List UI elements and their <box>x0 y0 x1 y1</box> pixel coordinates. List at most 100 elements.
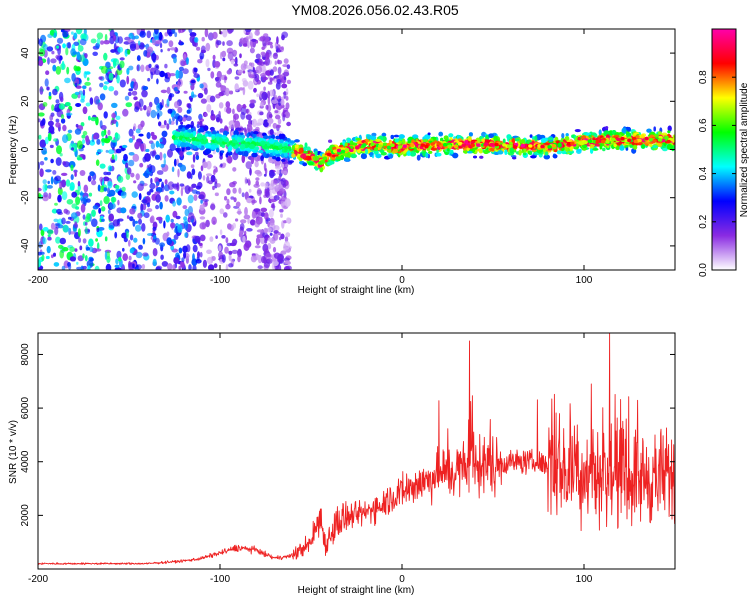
spectrogram-cell <box>53 218 59 223</box>
spectrogram-cell <box>80 203 86 213</box>
spectrogram-cell <box>87 175 92 182</box>
spectrogram-cell <box>204 148 212 154</box>
spectrogram-cell <box>197 92 204 99</box>
spectrogram-cell <box>237 151 244 156</box>
spectrogram-cell <box>199 121 203 126</box>
spectrogram-peak-cell <box>484 142 489 146</box>
spectrogram-cell <box>291 153 296 158</box>
spectrogram-cell <box>198 194 205 200</box>
spectrogram-cell <box>281 31 289 39</box>
spectrogram-cell <box>197 121 201 125</box>
spectrogram-cell <box>173 158 177 167</box>
spectrogram-cell <box>409 151 417 157</box>
spectrogram-cell <box>251 211 256 220</box>
spectrogram-cell <box>103 187 108 192</box>
spectrogram-cell <box>130 172 135 178</box>
spectrogram-cell <box>303 146 307 151</box>
spectrogram-cell <box>242 235 246 243</box>
spectrogram-cell <box>159 70 166 78</box>
spectrogram-cell <box>129 216 134 222</box>
spectrogram-cell <box>85 102 91 107</box>
spectrogram-cell <box>55 122 61 128</box>
spectrogram-cell <box>279 188 286 194</box>
spectrogram-cell <box>124 49 128 57</box>
spectrogram-cell <box>658 131 663 136</box>
spectrogram-cell <box>265 190 270 198</box>
spectrogram-cell <box>140 203 144 212</box>
spectrogram-cell <box>83 184 89 193</box>
spectrogram-cell <box>138 244 143 250</box>
spectrogram-cell <box>249 102 255 109</box>
spectrogram-cell <box>300 153 307 159</box>
spectrogram-cell <box>245 114 252 120</box>
spectrogram-cell <box>613 143 617 148</box>
spectrogram-cell <box>226 47 234 54</box>
spectrogram-cell <box>641 144 645 149</box>
x-tick-label: -100 <box>210 574 230 585</box>
spectrogram-cell <box>152 239 156 243</box>
spectrogram-cell <box>331 156 336 160</box>
spectrogram-cell <box>87 265 91 270</box>
spectrogram-cell <box>245 148 252 152</box>
spectrogram-cell <box>109 202 116 210</box>
spectrogram-cell <box>210 71 215 79</box>
colorbar-tick-label: 0.6 <box>698 118 709 132</box>
spectrogram-cell <box>126 167 132 175</box>
y-tick-label: 2000 <box>20 504 31 527</box>
spectrogram-cell <box>497 150 504 155</box>
spectrogram-cell <box>274 60 277 66</box>
spectrogram-cell <box>260 73 267 78</box>
spectrogram-cell <box>106 255 111 263</box>
spectrogram-cell <box>232 180 238 185</box>
spectrogram-cell <box>169 190 175 195</box>
spectrogram-cell <box>271 134 275 140</box>
spectrogram-cell <box>104 33 108 42</box>
spectrogram-cell <box>110 49 116 53</box>
spectrogram-cell <box>86 77 90 81</box>
spectrogram-cell <box>268 198 272 203</box>
spectrogram-cell <box>264 93 268 100</box>
spectrogram-cell <box>552 154 558 159</box>
spectrogram-cell <box>197 59 203 64</box>
spectrogram-cell <box>242 103 246 109</box>
spectrogram-cell <box>132 263 135 269</box>
spectrogram-cell <box>412 134 419 140</box>
spectrogram-cell <box>224 196 228 201</box>
spectrogram-cell <box>259 35 266 42</box>
spectrogram-cell <box>571 134 574 138</box>
spectrogram-cell <box>131 191 138 198</box>
spectrogram-cell <box>125 102 133 108</box>
spectrogram-cell <box>226 141 230 148</box>
spectrogram-cell <box>47 132 52 142</box>
spectrogram-cell <box>200 199 203 204</box>
spectrogram-cell <box>50 176 54 185</box>
spectrogram-cell <box>192 244 198 253</box>
spectrogram-cell <box>82 85 87 89</box>
spectrogram-cell <box>231 249 238 254</box>
spectrogram-cell <box>180 121 184 125</box>
spectrogram-cell <box>233 50 238 55</box>
spectrogram-cell <box>253 87 257 93</box>
x-tick-label: 0 <box>399 275 405 286</box>
spectrogram-cell <box>448 133 454 138</box>
spectrogram-cell <box>55 157 62 166</box>
spectrogram-cell <box>42 102 48 107</box>
spectrogram-cell <box>555 140 560 144</box>
spectrogram-cell <box>264 182 268 190</box>
spectrogram-cell <box>506 134 512 140</box>
spectrogram-cell <box>48 91 52 97</box>
spectrogram-cell <box>189 97 193 102</box>
spectrogram-cell <box>133 81 139 91</box>
spectrogram-cell <box>605 126 609 130</box>
spectrogram-cell <box>128 128 134 137</box>
spectrogram-cell <box>58 244 64 249</box>
spectrogram-cell <box>443 135 449 141</box>
spectrogram-cell <box>331 154 336 158</box>
spectrogram-cell <box>264 57 268 67</box>
spectrogram-peak-cell <box>442 142 448 147</box>
spectrogram-cell <box>54 175 62 182</box>
spectrogram-cell <box>265 38 269 43</box>
spectrogram-cell <box>170 245 175 251</box>
spectrogram-cell <box>187 103 192 109</box>
spectrogram-cell <box>193 73 200 79</box>
